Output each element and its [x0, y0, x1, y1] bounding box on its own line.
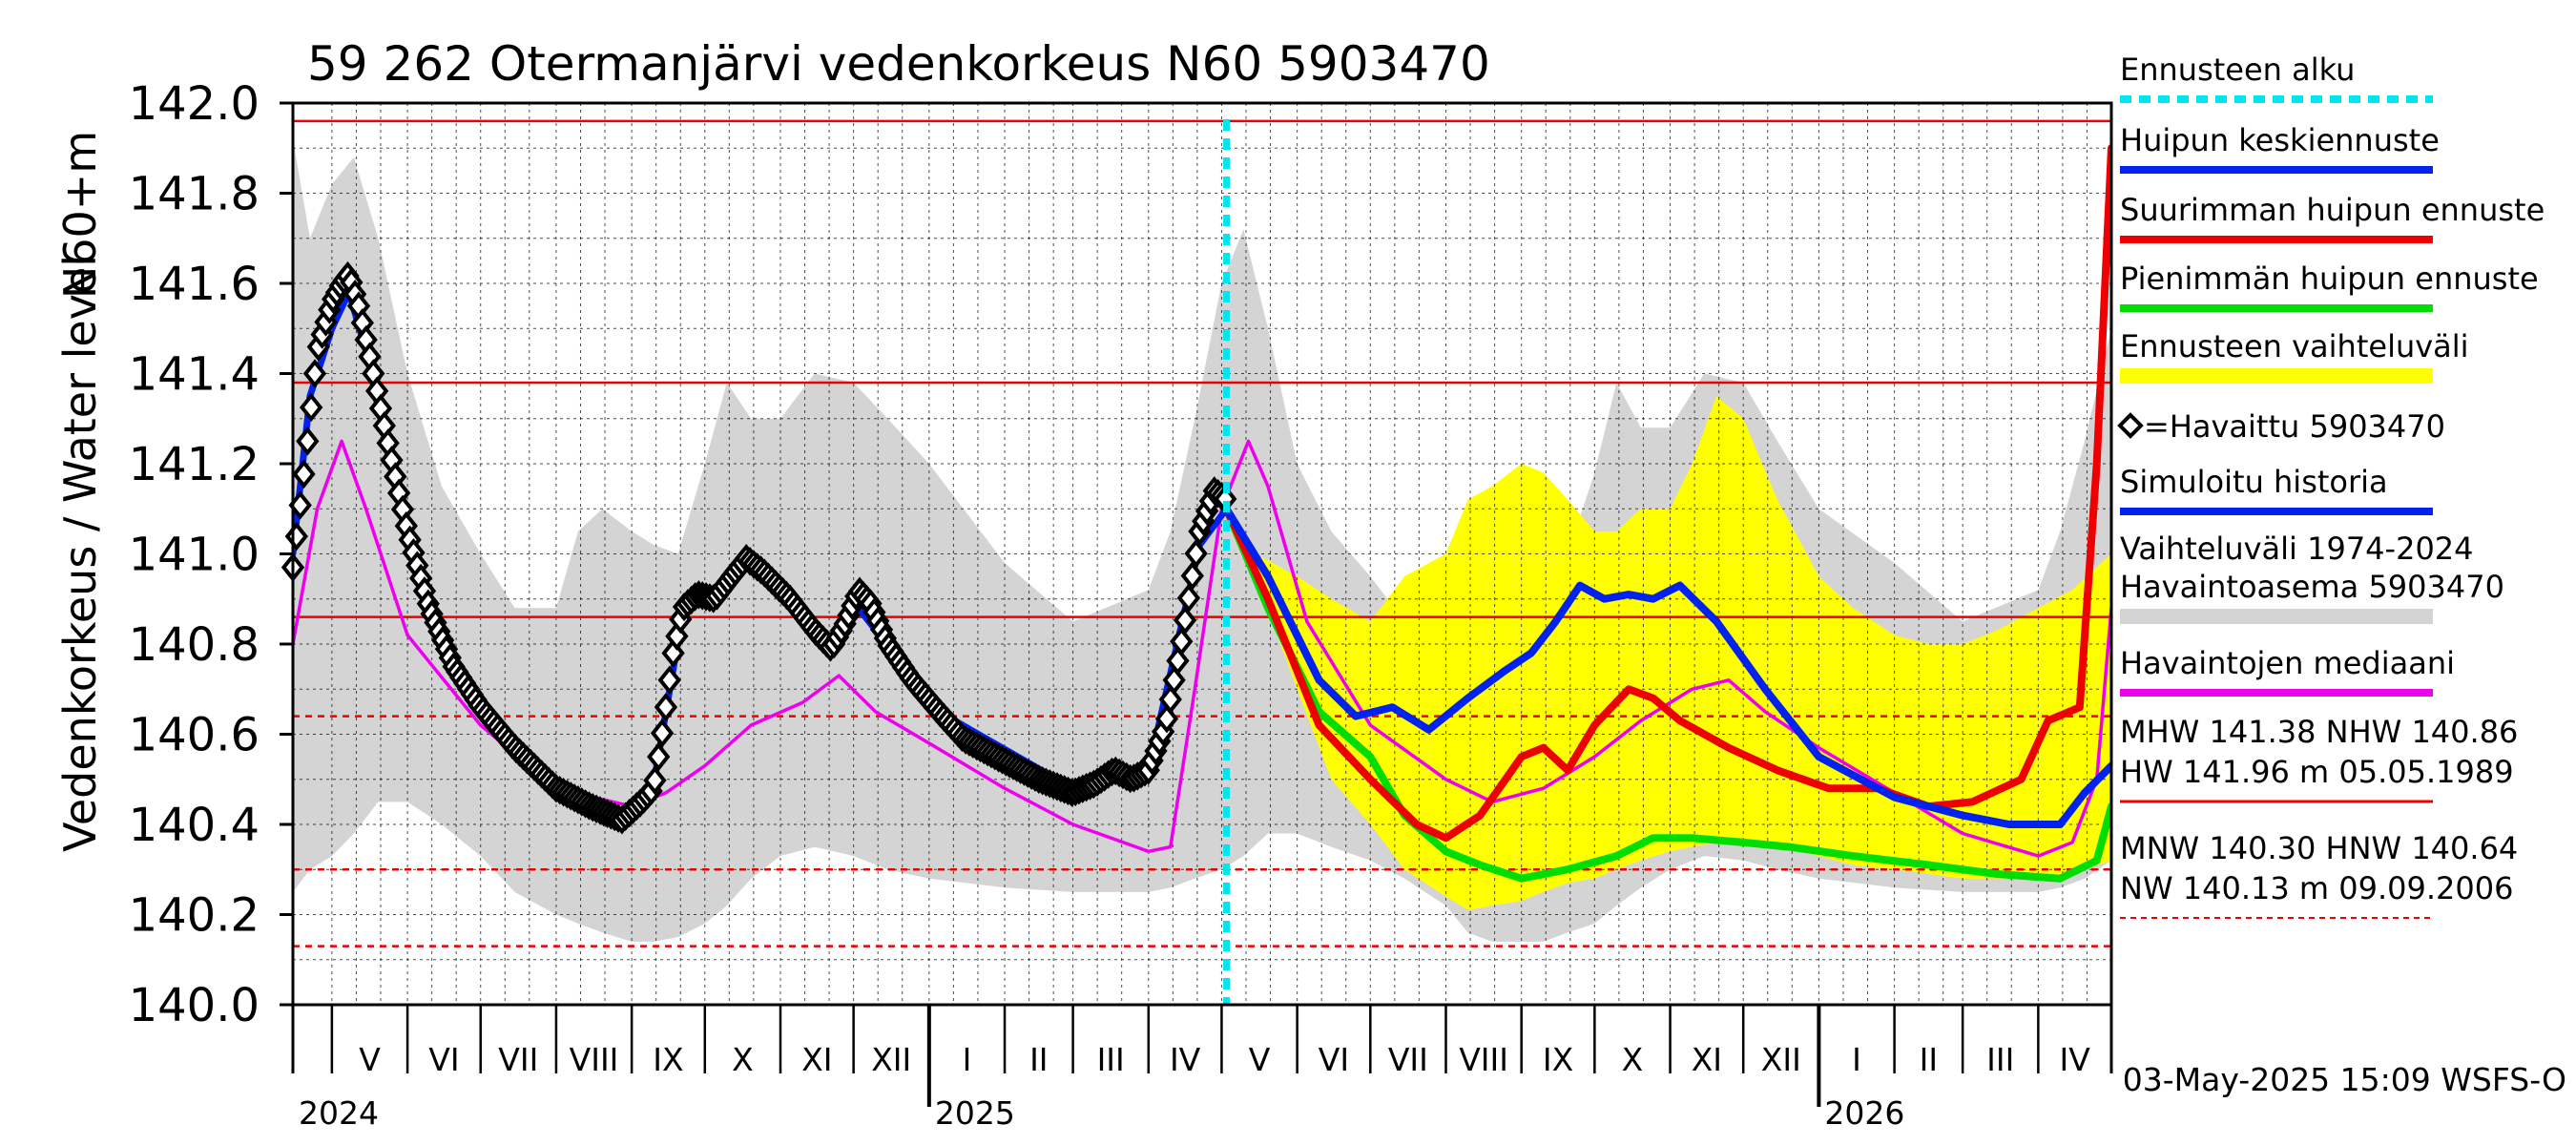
- x-tick-label: VIII: [1459, 1041, 1508, 1078]
- observed-point: [1184, 538, 1208, 569]
- y-axis-unit: N60+m: [54, 131, 106, 299]
- legend-label: Havaintojen mediaani: [2120, 645, 2455, 681]
- x-tick-label: VIII: [570, 1041, 619, 1078]
- chart-title: 59 262 Otermanjärvi vedenkorkeus N60 590…: [307, 36, 1490, 92]
- observed-point: [284, 521, 308, 552]
- y-tick-label: 141.6: [129, 258, 260, 311]
- year-label: 2026: [1824, 1094, 1904, 1132]
- observed-point: [657, 665, 681, 696]
- legend-observed-marker: [2117, 412, 2144, 439]
- legend-label: Huipun keskiennuste: [2120, 122, 2440, 158]
- y-tick-label: 140.2: [129, 889, 260, 943]
- observed-point: [1154, 704, 1179, 734]
- y-tick-label: 140.4: [129, 799, 260, 852]
- timestamp: 03-May-2025 15:09 WSFS-O: [2123, 1061, 2566, 1098]
- y-tick-label: 140.0: [129, 979, 260, 1032]
- y-tick-label: 141.8: [129, 168, 260, 221]
- y-tick-label: 141.4: [129, 348, 260, 402]
- x-tick-label: VII: [1388, 1041, 1428, 1078]
- series-forecast-max: [1222, 144, 2111, 843]
- observed-point: [300, 392, 323, 423]
- observed-point: [1173, 605, 1197, 635]
- observed-point: [292, 459, 316, 489]
- observed-point: [654, 692, 678, 722]
- y-tick-label: 142.0: [129, 77, 260, 131]
- x-tick-label: I: [963, 1041, 972, 1078]
- observed-point: [1166, 646, 1190, 676]
- stats-label: MHW 141.38 NHW 140.86: [2120, 714, 2518, 750]
- x-tick-label: X: [732, 1041, 754, 1078]
- x-tick-label: VII: [498, 1041, 538, 1078]
- observed-point: [647, 741, 671, 772]
- y-axis: 140.0 140.2 140.4 140.6 140.8 141.0 141.2 141.4…: [129, 77, 293, 1032]
- legend-swatch: [2120, 609, 2433, 624]
- stats-label: HW 141.96 m 05.05.1989: [2120, 754, 2514, 790]
- x-tick-label: II: [1029, 1041, 1048, 1078]
- observed-point: [1158, 684, 1182, 715]
- x-tick-label: II: [1920, 1041, 1938, 1078]
- x-tick-label: XII: [1761, 1041, 1801, 1078]
- y-tick-label: 140.6: [129, 709, 260, 762]
- x-axis: V VI VII VIII IX X XI XII I II III IV V VI VII VIII IX X X…: [291, 1005, 2113, 1132]
- x-tick-label: IV: [2060, 1041, 2091, 1078]
- legend-swatch: [2120, 368, 2433, 384]
- y-tick-label: 141.0: [129, 529, 260, 582]
- x-tick-label: IX: [1543, 1041, 1573, 1078]
- observed-point: [296, 427, 320, 456]
- stats-label: MNW 140.30 HNW 140.64: [2120, 830, 2518, 866]
- x-tick-label: X: [1622, 1041, 1644, 1078]
- series-forecast-mean: [1222, 505, 2111, 828]
- x-tick-label: VI: [1319, 1041, 1349, 1078]
- observed-point: [1162, 665, 1186, 696]
- y-axis-label: Vedenkorkeus / Water level: [54, 255, 106, 852]
- legend-label: =Havaittu 5903470: [2144, 408, 2445, 445]
- x-tick-label: IV: [1170, 1041, 1201, 1078]
- legend-label: Ennusteen vaihteluväli: [2120, 328, 2469, 364]
- observed-point: [643, 765, 667, 796]
- legend-label: Simuloitu historia: [2120, 464, 2388, 500]
- legend-label: Vaihteluväli 1974-2024: [2120, 531, 2474, 567]
- x-tick-label: III: [1986, 1041, 2014, 1078]
- stats-label: NW 140.13 m 09.09.2006: [2120, 870, 2513, 906]
- x-tick-label: V: [1249, 1041, 1271, 1078]
- legend-label: Suurimman huipun ennuste: [2120, 192, 2545, 228]
- x-tick-label: XII: [871, 1041, 911, 1078]
- year-label: 2025: [935, 1094, 1015, 1132]
- legend-label: Pienimmän huipun ennuste: [2120, 260, 2539, 297]
- x-tick-label: XI: [1692, 1041, 1722, 1078]
- x-tick-label: V: [359, 1041, 381, 1078]
- x-tick-label: VI: [428, 1041, 459, 1078]
- year-label: 2024: [299, 1094, 379, 1132]
- x-tick-label: XI: [801, 1041, 832, 1078]
- series-forecast-min: [1222, 505, 2111, 883]
- observed-point: [1170, 627, 1194, 656]
- observed-point: [661, 638, 685, 668]
- observed-point: [665, 621, 689, 651]
- x-tick-label: I: [1852, 1041, 1861, 1078]
- observed-point: [302, 359, 327, 388]
- x-tick-label: III: [1097, 1041, 1125, 1078]
- y-tick-label: 140.8: [129, 618, 260, 672]
- legend-label: Ennusteen alku: [2120, 52, 2355, 88]
- legend-label: Havaintoasema 5903470: [2120, 569, 2504, 605]
- x-tick-label: IX: [653, 1041, 683, 1078]
- observed-point: [1180, 561, 1204, 591]
- legend: Ennusteen alku Huipun keskiennuste Suurimm…: [2117, 52, 2545, 919]
- observed-point: [1176, 583, 1201, 613]
- observed-point: [650, 718, 675, 748]
- y-tick-label: 141.2: [129, 438, 260, 491]
